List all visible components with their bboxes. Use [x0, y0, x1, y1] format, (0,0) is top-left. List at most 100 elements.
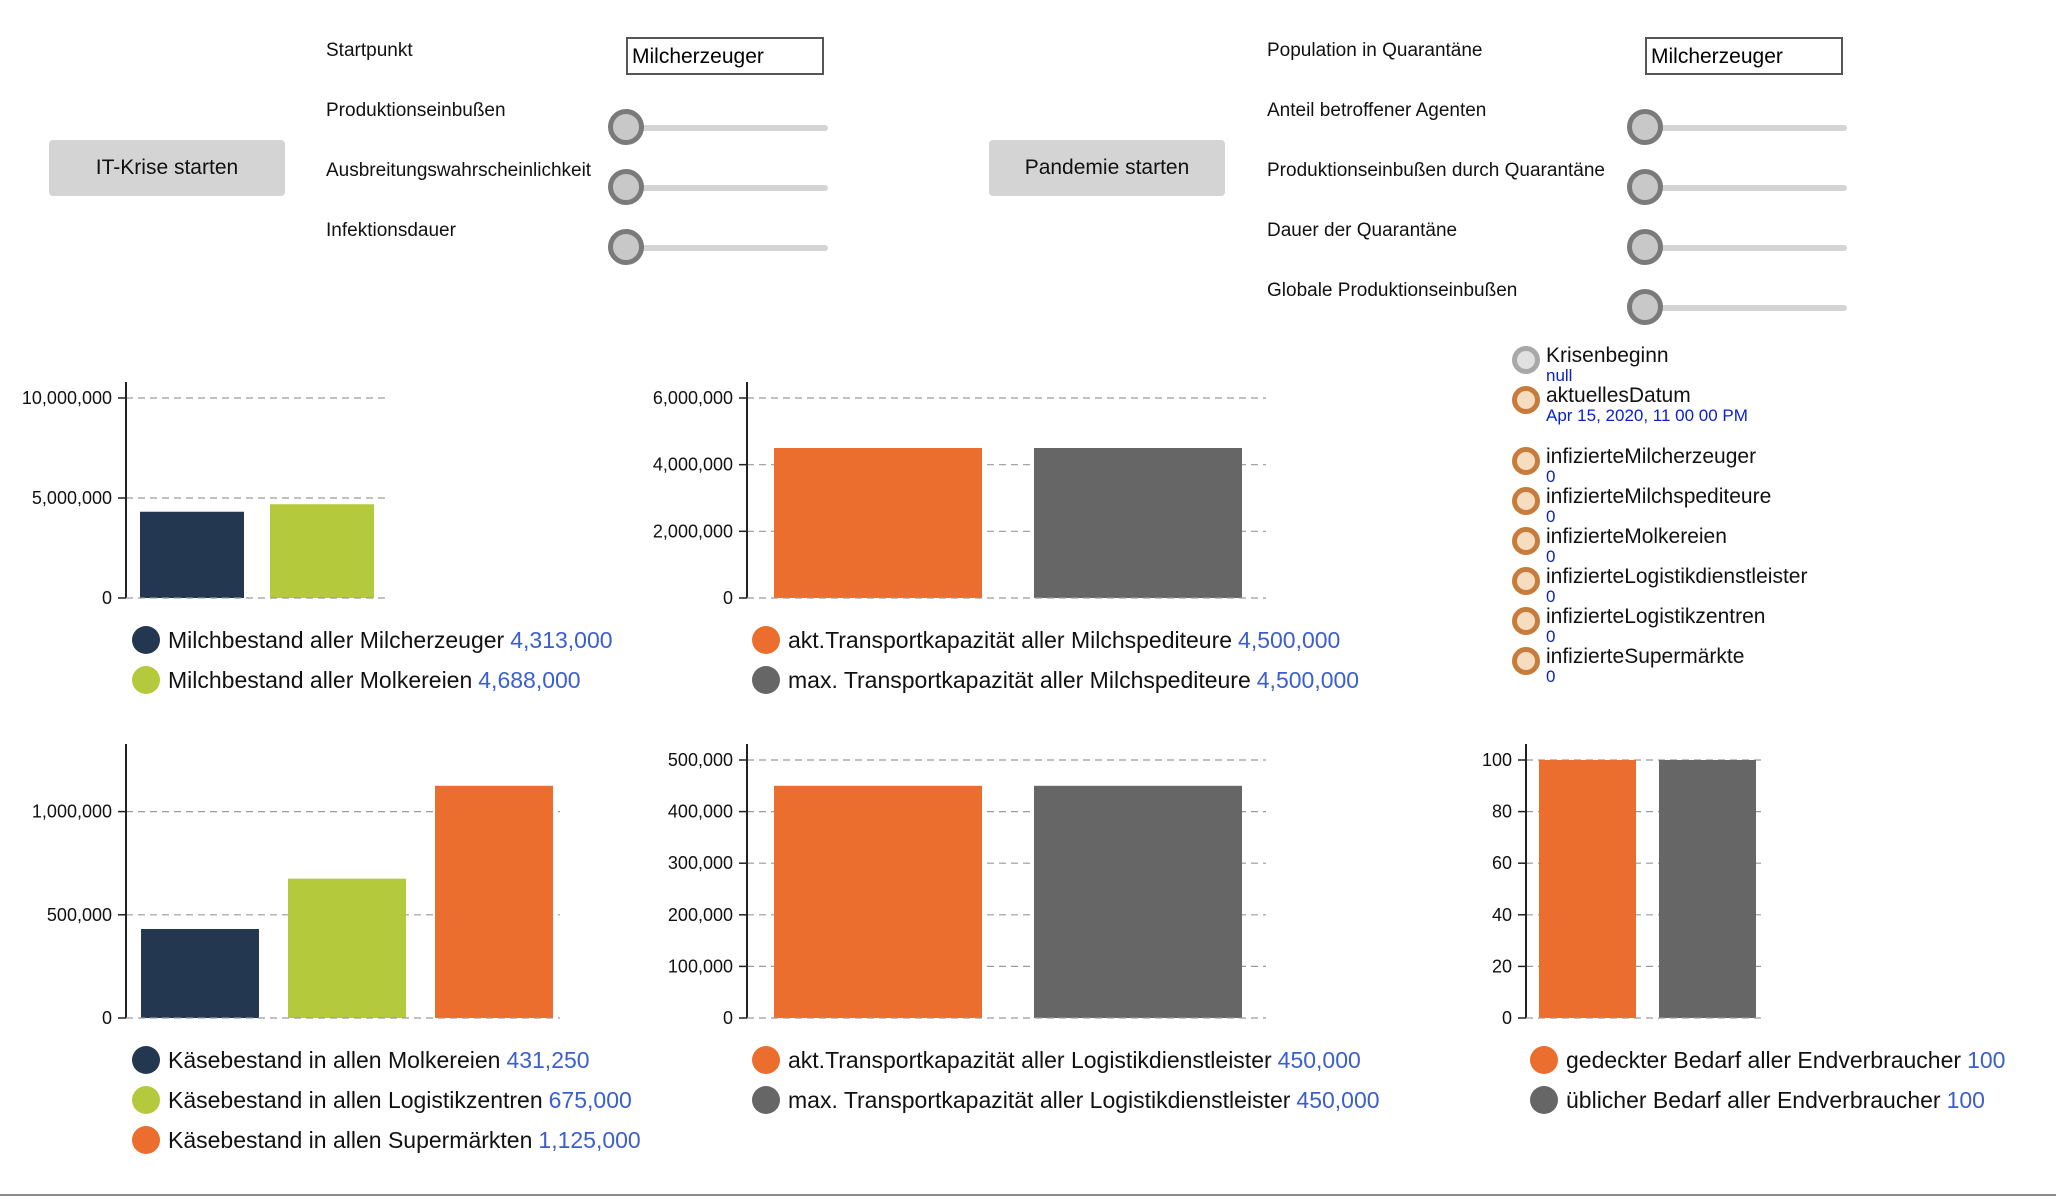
slider-handle[interactable]	[1627, 109, 1663, 145]
y-tick-label: 0	[723, 588, 733, 608]
y-tick-label: 4,000,000	[653, 455, 733, 475]
y-tick-label: 80	[1492, 802, 1512, 822]
legend-dot-icon	[132, 666, 160, 694]
infektionsdauer-label: Infektionsdauer	[326, 220, 456, 241]
legend-value: 1,125,000	[538, 1127, 641, 1153]
y-tick-label: 20	[1492, 956, 1512, 976]
status-name: infizierteMilchspediteure	[1546, 485, 1772, 508]
y-tick-label: 1,000,000	[32, 802, 112, 822]
ausbreitungswahrscheinlichkeit-slider[interactable]	[608, 168, 828, 208]
chart-kaesebestand: 0 500,000 1,000,000	[32, 744, 560, 1028]
legend-value: 100	[1946, 1087, 1985, 1113]
y-tick-label: 0	[102, 1008, 112, 1028]
dauer-quarantaene-label: Dauer der Quarantäne	[1267, 220, 1458, 241]
dauer-quarantaene-slider[interactable]	[1627, 228, 1847, 268]
status-dot-icon	[1512, 607, 1540, 635]
legend-value: 450,000	[1296, 1087, 1380, 1113]
status-dot-icon	[1512, 487, 1540, 515]
y-tick-label: 100,000	[668, 956, 733, 976]
y-tick-label: 400,000	[668, 802, 733, 822]
legend-value: 431,250	[506, 1047, 590, 1073]
slider-track[interactable]	[1645, 125, 1847, 131]
status-value: 0	[1546, 667, 1556, 686]
status-dot-icon	[1512, 527, 1540, 555]
slider-handle[interactable]	[1627, 169, 1663, 205]
legend-value: 4,313,000	[510, 627, 613, 653]
bar	[140, 511, 244, 598]
chart-logistikdienstleister-kapazitaet: 0 100,000 200,000 300,000 400,000 500,000	[668, 744, 1266, 1028]
slider-handle[interactable]	[608, 229, 644, 265]
it-krise-start-button[interactable]: IT-Krise starten	[49, 140, 285, 196]
y-tick-label: 500,000	[668, 750, 733, 770]
legend-value: 100	[1967, 1047, 2006, 1073]
globale-produktionseinbussen-slider[interactable]	[1627, 288, 1847, 328]
legend-item: akt.Transportkapazität aller Milchspedit…	[752, 626, 1340, 654]
produktionseinbussen-quarantaene-slider[interactable]	[1627, 168, 1847, 208]
legend-item: üblicher Bedarf aller Endverbraucher 100	[1530, 1086, 1985, 1114]
slider-handle[interactable]	[608, 169, 644, 205]
bar	[1034, 448, 1242, 598]
slider-handle[interactable]	[1627, 229, 1663, 265]
y-tick-label: 5,000,000	[32, 488, 112, 508]
legend-item: Käsebestand in allen Molkereien 431,250	[132, 1046, 590, 1074]
produktionseinbussen-slider[interactable]	[608, 108, 828, 148]
bar	[1034, 785, 1242, 1018]
legend-label: Milchbestand aller Molkereien	[168, 667, 473, 693]
legend-dot-icon	[752, 1046, 780, 1074]
anteil-betroffener-agenten-slider[interactable]	[1627, 108, 1847, 148]
legend-item: max. Transportkapazität aller Milchspedi…	[752, 666, 1359, 694]
bottom-divider	[0, 1194, 2056, 1196]
legend-label: akt.Transportkapazität aller Logistikdie…	[788, 1047, 1272, 1073]
status-dot-icon	[1512, 567, 1540, 595]
status-name: infizierteSupermärkte	[1546, 645, 1745, 668]
legend-value: 450,000	[1277, 1047, 1361, 1073]
startpunkt-field[interactable]: Milcherzeuger	[626, 37, 824, 75]
chart-endverbraucher-bedarf: 0 20 40 60 80 100	[1482, 744, 1766, 1028]
legend-label: max. Transportkapazität aller Logistikdi…	[788, 1087, 1291, 1113]
bar	[288, 878, 406, 1018]
slider-track[interactable]	[1645, 185, 1847, 191]
legend-dot-icon	[1530, 1086, 1558, 1114]
slider-handle[interactable]	[1627, 289, 1663, 325]
population-quarantaene-label: Population in Quarantäne	[1267, 40, 1483, 61]
legend-dot-icon	[132, 1086, 160, 1114]
status-name: infizierteMolkereien	[1546, 525, 1727, 548]
legend-item: Käsebestand in allen Supermärkten 1,125,0…	[132, 1126, 641, 1154]
bar	[141, 928, 259, 1018]
legend-item: akt.Transportkapazität aller Logistikdie…	[752, 1046, 1361, 1074]
slider-track[interactable]	[626, 185, 828, 191]
y-tick-label: 10,000,000	[22, 388, 112, 408]
legend-label: Käsebestand in allen Supermärkten	[168, 1127, 533, 1153]
legend-label: Milchbestand aller Milcherzeuger	[168, 627, 505, 653]
status-dot-icon	[1512, 386, 1540, 414]
y-tick-label: 60	[1492, 853, 1512, 873]
population-quarantaene-field[interactable]: Milcherzeuger	[1645, 37, 1843, 75]
chart-milchspediteure-kapazitaet: 0 2,000,000 4,000,000 6,000,000	[653, 382, 1266, 608]
status-value: 0	[1546, 507, 1556, 526]
legend-label: gedeckter Bedarf aller Endverbraucher	[1566, 1047, 1962, 1073]
bar	[774, 785, 982, 1018]
legend-dot-icon	[752, 666, 780, 694]
legend-label: üblicher Bedarf aller Endverbraucher	[1566, 1087, 1941, 1113]
status-dot-icon	[1512, 647, 1540, 675]
startpunkt-label: Startpunkt	[326, 40, 413, 61]
produktionseinbussen-quarantaene-label: Produktionseinbußen durch Quarantäne	[1267, 160, 1606, 181]
globale-produktionseinbussen-label: Globale Produktionseinbußen	[1267, 280, 1518, 301]
y-tick-label: 200,000	[668, 905, 733, 925]
pandemie-start-button[interactable]: Pandemie starten	[989, 140, 1225, 196]
slider-handle[interactable]	[608, 109, 644, 145]
slider-track[interactable]	[1645, 305, 1847, 311]
ausbreitungswahrscheinlichkeit-label: Ausbreitungswahrscheinlichkeit	[326, 160, 592, 181]
infektionsdauer-slider[interactable]	[608, 228, 828, 268]
status-value: 0	[1546, 627, 1556, 646]
legend-dot-icon	[132, 1126, 160, 1154]
slider-track[interactable]	[1645, 245, 1847, 251]
legend-value: 4,688,000	[478, 667, 581, 693]
slider-track[interactable]	[626, 245, 828, 251]
y-tick-label: 2,000,000	[653, 521, 733, 541]
y-tick-label: 40	[1492, 905, 1512, 925]
y-tick-label: 100	[1482, 750, 1512, 770]
y-tick-label: 6,000,000	[653, 388, 733, 408]
slider-track[interactable]	[626, 125, 828, 131]
legend-item: gedeckter Bedarf aller Endverbraucher 100	[1530, 1046, 2005, 1074]
